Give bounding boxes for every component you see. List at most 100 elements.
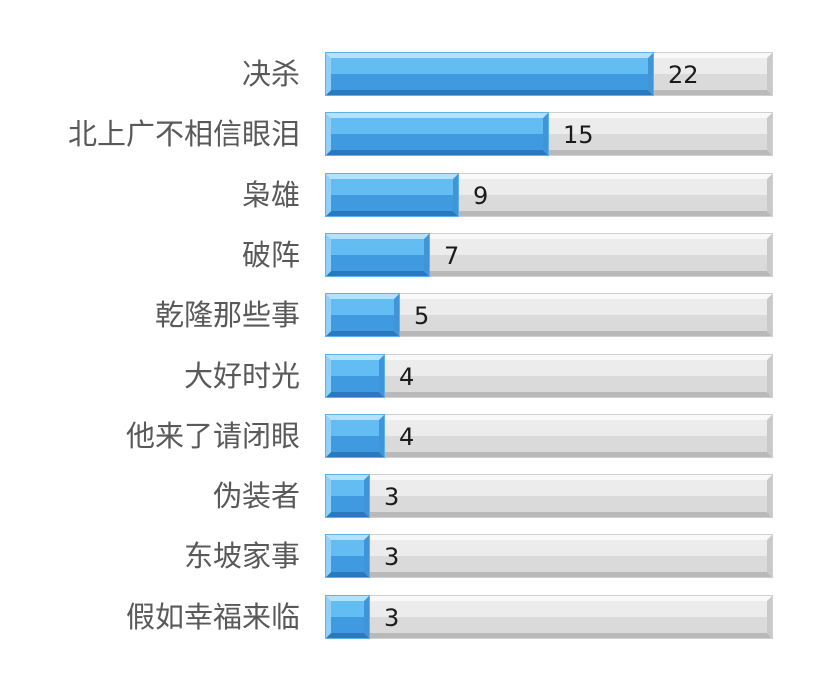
bar-face-top bbox=[331, 360, 379, 376]
track-bevel-right bbox=[767, 354, 773, 398]
bar-bevel-right bbox=[364, 534, 370, 578]
bar bbox=[325, 112, 549, 156]
category-label: 决杀 bbox=[242, 57, 300, 91]
track-bevel-right bbox=[767, 414, 773, 458]
bar-bevel-right bbox=[394, 293, 400, 337]
track-bevel-top bbox=[325, 595, 773, 601]
bar-row: 假如幸福来临 3 bbox=[126, 595, 773, 639]
value-label: 9 bbox=[473, 182, 488, 210]
bar-bevel-top bbox=[325, 534, 370, 540]
bar-bevel-bottom bbox=[325, 150, 549, 156]
bar-outline bbox=[325, 173, 459, 217]
value-label: 4 bbox=[399, 423, 414, 451]
bar-track bbox=[325, 414, 773, 458]
bar-face-bottom bbox=[331, 74, 648, 90]
track-face-top bbox=[331, 540, 767, 556]
track-face-bottom bbox=[331, 617, 767, 633]
bar-bevel-left bbox=[325, 595, 331, 639]
bar-face-bottom bbox=[331, 617, 364, 633]
bar-bevel-left bbox=[325, 293, 331, 337]
bar-row: 乾隆那些事 5 bbox=[155, 293, 773, 337]
track-bevel-right bbox=[767, 112, 773, 156]
bar-row: 决杀 22 bbox=[242, 52, 773, 96]
bar-face-bottom bbox=[331, 315, 394, 331]
bar-face-top bbox=[331, 299, 394, 315]
bar-face-bottom bbox=[331, 496, 364, 512]
track-bevel-right bbox=[767, 233, 773, 277]
track-bevel-right bbox=[767, 595, 773, 639]
bar bbox=[325, 595, 370, 639]
bar-face-top bbox=[331, 118, 543, 134]
track-bevel-bottom bbox=[325, 392, 773, 398]
bar-face-bottom bbox=[331, 134, 543, 150]
bar bbox=[325, 233, 430, 277]
bar-bevel-top bbox=[325, 52, 654, 58]
bar-bevel-bottom bbox=[325, 331, 400, 337]
category-label: 乾隆那些事 bbox=[155, 298, 300, 332]
bar-face-bottom bbox=[331, 195, 453, 211]
track-face-top bbox=[331, 299, 767, 315]
value-label: 5 bbox=[414, 302, 429, 330]
bar-row: 枭雄 9 bbox=[242, 173, 773, 217]
bar-bevel-right bbox=[379, 354, 385, 398]
bar-bevel-top bbox=[325, 173, 459, 179]
bar-bevel-right bbox=[543, 112, 549, 156]
bar-outline bbox=[325, 354, 385, 398]
category-label: 伪装者 bbox=[213, 479, 300, 513]
track-face-top bbox=[331, 420, 767, 436]
bar-row: 大好时光 4 bbox=[184, 354, 773, 398]
track-bevel-bottom bbox=[325, 512, 773, 518]
track-bevel-top bbox=[325, 293, 773, 299]
bar-bevel-top bbox=[325, 354, 385, 360]
bar-face-bottom bbox=[331, 556, 364, 572]
bar-bevel-top bbox=[325, 233, 430, 239]
bar-bevel-right bbox=[364, 474, 370, 518]
bar-outline bbox=[325, 595, 370, 639]
bar-bevel-left bbox=[325, 112, 331, 156]
bar-outline bbox=[325, 233, 430, 277]
bar-bevel-left bbox=[325, 52, 331, 96]
bar-face-top bbox=[331, 601, 364, 617]
bar-bevel-top bbox=[325, 414, 385, 420]
category-label: 枭雄 bbox=[242, 178, 300, 212]
bar-face-top bbox=[331, 239, 424, 255]
bar-bevel-right bbox=[648, 52, 654, 96]
bar-outline bbox=[325, 112, 549, 156]
track-bevel-bottom bbox=[325, 331, 773, 337]
bar-track bbox=[325, 233, 773, 277]
category-label: 东坡家事 bbox=[184, 539, 300, 573]
track-bevel-bottom bbox=[325, 271, 773, 277]
bar-face-top bbox=[331, 420, 379, 436]
bar-bevel-bottom bbox=[325, 572, 370, 578]
category-label: 假如幸福来临 bbox=[126, 600, 300, 634]
bar-outline bbox=[325, 293, 400, 337]
track-face-bottom bbox=[331, 315, 767, 331]
track-face-bottom bbox=[331, 255, 767, 271]
track-face-top bbox=[331, 480, 767, 496]
track-bevel-right bbox=[767, 534, 773, 578]
bar-row: 伪装者 3 bbox=[213, 474, 773, 518]
bar-bevel-top bbox=[325, 474, 370, 480]
bar-bevel-bottom bbox=[325, 392, 385, 398]
value-label: 3 bbox=[384, 543, 399, 571]
bar-bevel-left bbox=[325, 173, 331, 217]
bar-track bbox=[325, 534, 773, 578]
bar-bevel-top bbox=[325, 112, 549, 118]
category-label: 他来了请闭眼 bbox=[126, 419, 300, 453]
track-face-top bbox=[331, 601, 767, 617]
value-label: 7 bbox=[444, 242, 459, 270]
bar bbox=[325, 52, 654, 96]
bar-face-top bbox=[331, 480, 364, 496]
bar-face-bottom bbox=[331, 376, 379, 392]
track-bevel-top bbox=[325, 474, 773, 480]
bar-bevel-bottom bbox=[325, 90, 654, 96]
bar-bevel-right bbox=[453, 173, 459, 217]
value-label: 3 bbox=[384, 604, 399, 632]
bar-bevel-bottom bbox=[325, 512, 370, 518]
bar-face-top bbox=[331, 540, 364, 556]
track-bevel-bottom bbox=[325, 452, 773, 458]
track-bevel-bottom bbox=[325, 572, 773, 578]
track-face-bottom bbox=[331, 496, 767, 512]
bar-bevel-right bbox=[364, 595, 370, 639]
